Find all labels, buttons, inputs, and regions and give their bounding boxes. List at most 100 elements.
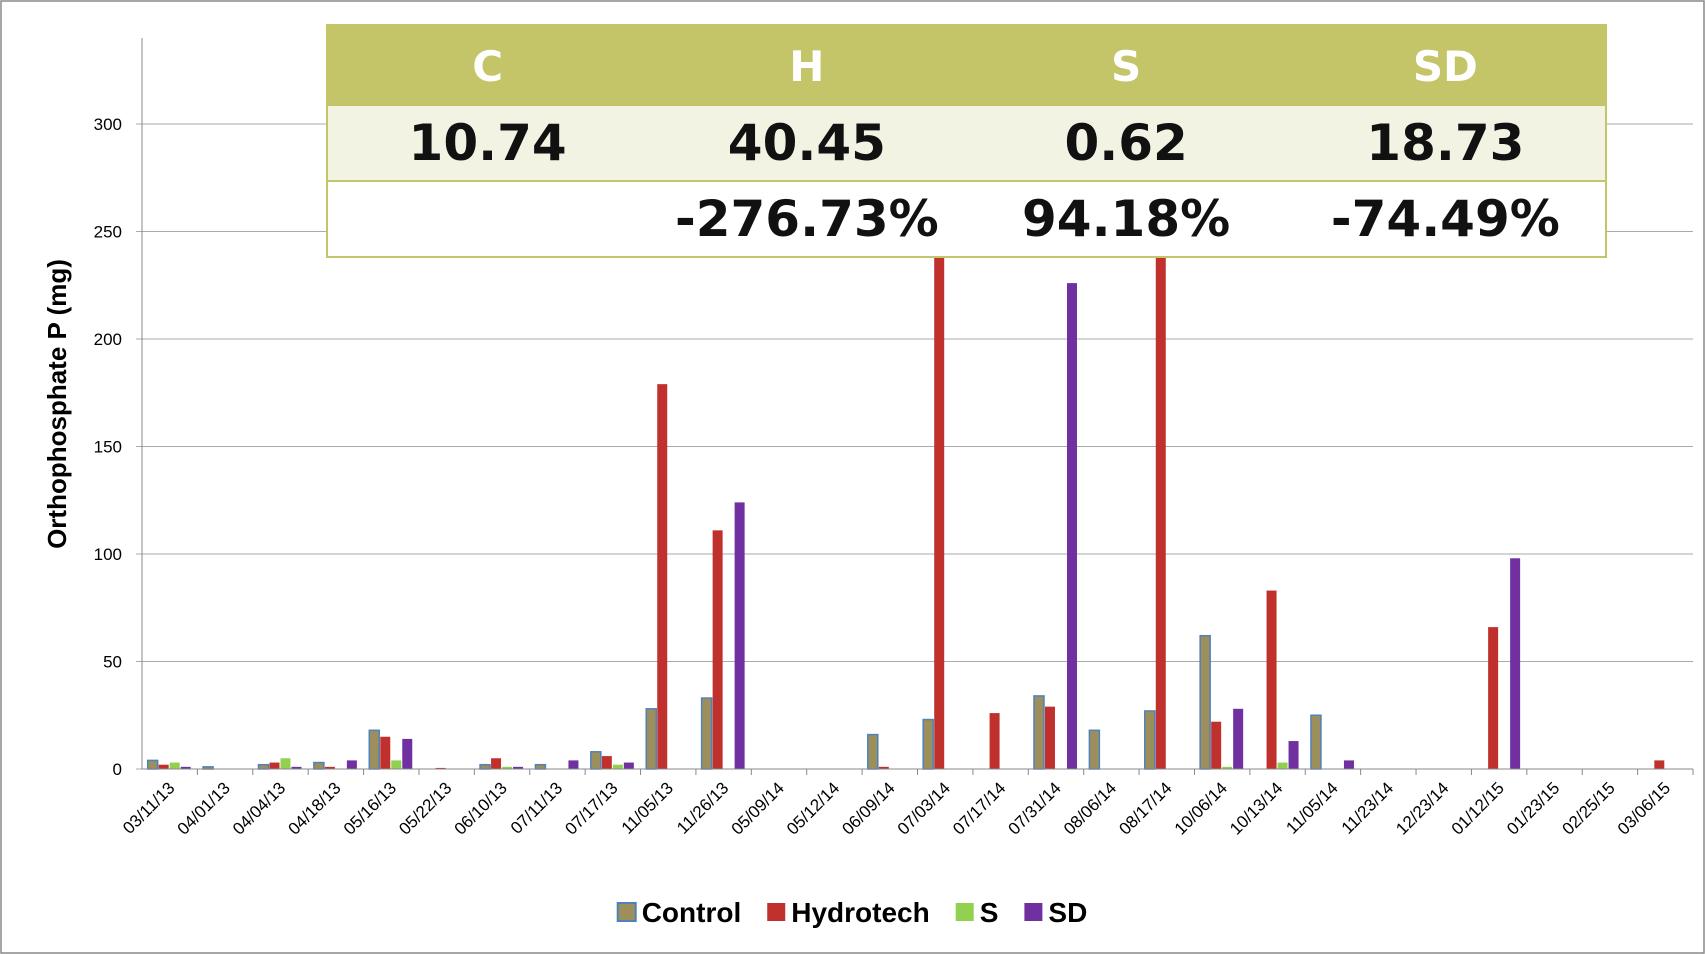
x-tick-label: 11/05/13 xyxy=(618,778,677,837)
bar xyxy=(1066,283,1077,769)
legend-swatch xyxy=(1024,903,1043,921)
x-tick-label: 01/12/15 xyxy=(1448,778,1508,838)
table-cell: 40.45 xyxy=(647,106,967,182)
bar xyxy=(700,697,713,770)
bar xyxy=(1510,558,1521,769)
bar xyxy=(601,756,612,769)
bar xyxy=(1310,714,1322,770)
x-tick-label: 02/25/15 xyxy=(1559,778,1619,838)
bar xyxy=(1288,741,1299,769)
bar xyxy=(479,763,491,770)
bar xyxy=(1044,706,1055,769)
x-tick-label: 07/11/13 xyxy=(507,778,566,837)
bar xyxy=(1211,721,1222,769)
y-tick-label: 100 xyxy=(94,545,122,564)
table-header: C xyxy=(328,26,648,106)
bar xyxy=(435,767,446,769)
table-cell-empty xyxy=(328,182,647,256)
x-tick-label: 04/01/13 xyxy=(174,778,234,838)
legend-label: Hydrotech xyxy=(791,897,929,928)
bar xyxy=(380,736,391,769)
y-axis-title: Orthophosphate P (mg) xyxy=(42,259,72,549)
x-tick-label: 07/17/13 xyxy=(561,778,621,838)
bar xyxy=(169,762,180,769)
bar xyxy=(590,751,602,770)
bar xyxy=(645,708,657,770)
table-cell: 0.62 xyxy=(966,106,1286,182)
bar xyxy=(657,384,668,769)
bar xyxy=(922,718,934,770)
bar xyxy=(734,502,745,769)
legend-label: SD xyxy=(1048,897,1087,928)
bar xyxy=(1277,762,1288,769)
legend-swatch xyxy=(616,902,637,922)
table-cell: 18.73 xyxy=(1285,106,1605,182)
bar xyxy=(346,760,357,769)
bar xyxy=(257,763,270,770)
x-tick-label: 11/05/14 xyxy=(1282,778,1341,837)
bar xyxy=(291,766,302,769)
bar xyxy=(513,766,524,769)
y-tick-label: 0 xyxy=(113,760,122,779)
x-tick-label: 03/11/13 xyxy=(119,778,178,837)
bar xyxy=(1343,760,1354,769)
legend-swatch xyxy=(767,903,786,921)
x-tick-label: 03/06/15 xyxy=(1614,778,1674,838)
x-tick-label: 12/23/14 xyxy=(1392,778,1452,838)
bar xyxy=(1654,760,1665,769)
bar xyxy=(1088,729,1101,770)
x-tick-label: 01/23/15 xyxy=(1503,778,1563,838)
bar xyxy=(146,759,159,770)
x-tick-label: 07/03/14 xyxy=(894,778,954,838)
bar xyxy=(269,762,280,769)
x-tick-label: 05/09/14 xyxy=(728,778,788,838)
bar xyxy=(280,758,291,769)
bar xyxy=(568,760,579,769)
bar xyxy=(313,761,325,770)
bar xyxy=(1155,167,1166,769)
bar xyxy=(1222,766,1233,769)
bar xyxy=(1144,710,1156,770)
bar xyxy=(1233,708,1244,769)
bar xyxy=(502,766,513,769)
bar xyxy=(989,713,1000,769)
x-tick-label: 11/26/13 xyxy=(673,778,732,837)
bar xyxy=(1488,627,1499,769)
legend-label: Control xyxy=(642,897,742,928)
bar xyxy=(623,762,634,769)
table-cell: 94.18% xyxy=(1021,190,1231,248)
x-tick-label: 05/16/13 xyxy=(340,778,400,838)
x-tick-label: 10/06/14 xyxy=(1171,778,1231,838)
table-header: SD xyxy=(1285,26,1605,106)
y-tick-label: 150 xyxy=(94,438,122,457)
bar xyxy=(712,530,723,769)
bar xyxy=(878,766,889,769)
x-tick-label: 04/18/13 xyxy=(284,778,344,838)
x-tick-label: 05/22/13 xyxy=(395,778,455,838)
y-tick-label: 200 xyxy=(94,330,122,349)
table-header: H xyxy=(647,26,967,106)
x-tick-label: 07/31/14 xyxy=(1005,778,1065,838)
y-tick-label: 250 xyxy=(94,223,122,242)
table-cell: 10.74 xyxy=(328,106,648,182)
table-cell: -276.73% xyxy=(674,190,939,248)
legend-swatch xyxy=(955,903,974,921)
bar xyxy=(391,760,402,769)
x-tick-label: 06/09/14 xyxy=(838,778,898,838)
x-tick-label: 11/23/14 xyxy=(1338,778,1397,837)
bar xyxy=(158,764,169,769)
x-tick-label: 10/13/14 xyxy=(1226,778,1286,838)
x-tick-label: 08/17/14 xyxy=(1115,778,1175,838)
bar xyxy=(1199,634,1211,770)
summary-table: C H S SD 10.74 40.45 0.62 18.73 -276.73% 94.18% -7… xyxy=(326,24,1607,258)
x-tick-label: 04/04/13 xyxy=(229,778,289,838)
bar xyxy=(534,763,547,770)
bar xyxy=(1033,695,1045,770)
bar xyxy=(180,766,191,769)
bar xyxy=(612,764,623,769)
legend-label: S xyxy=(980,897,999,928)
table-header: S xyxy=(966,26,1286,106)
